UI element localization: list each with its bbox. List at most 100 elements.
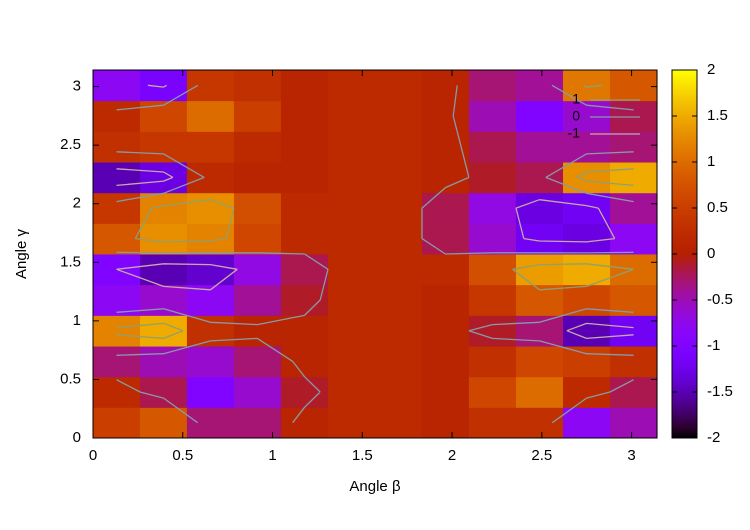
- heatmap-cell: [280, 100, 329, 132]
- heatmap-cell: [468, 100, 517, 132]
- heatmap-cell: [468, 162, 517, 194]
- heatmap-cell: [233, 315, 282, 347]
- heatmap-cell: [233, 284, 282, 316]
- heatmap-cell: [563, 376, 611, 408]
- heatmap-cell: [233, 376, 282, 408]
- heatmap-cell: [563, 162, 611, 194]
- heatmap-cell: [468, 376, 517, 408]
- heatmap-cell: [233, 223, 282, 255]
- heatmap-cell: [186, 162, 235, 194]
- x-tick-label: 2: [448, 447, 456, 464]
- colorbar-tick-label: -2: [707, 429, 720, 446]
- heatmap-cell: [421, 223, 470, 255]
- heatmap-cell: [233, 69, 282, 102]
- heatmap-cell: [328, 407, 376, 439]
- heatmap-cell: [280, 223, 329, 255]
- heatmap-cell: [140, 284, 188, 316]
- heatmap-cell: [93, 192, 141, 224]
- heatmap-cell: [186, 131, 235, 163]
- y-tick-label: 1.5: [60, 253, 81, 270]
- heatmap-cell: [375, 100, 423, 132]
- y-tick-label: 0: [73, 429, 81, 446]
- heatmap-cell: [421, 284, 470, 316]
- heatmap-cell: [468, 253, 517, 286]
- heatmap-cell: [563, 284, 611, 316]
- x-axis-label: Angle β: [349, 478, 401, 495]
- heatmap-cell: [375, 284, 423, 316]
- heatmap-cell: [280, 376, 329, 408]
- heatmap-cell: [280, 407, 329, 439]
- heatmap-cell: [280, 131, 329, 163]
- heatmap-cell: [515, 100, 564, 132]
- heatmap-cell: [375, 162, 423, 194]
- heatmap-cell: [421, 131, 470, 163]
- heatmap-cell: [280, 284, 329, 316]
- heatmap-cell: [468, 131, 517, 163]
- colorbar-tick-label: 0.5: [707, 199, 728, 216]
- heatmap-cell: [280, 69, 329, 102]
- colorbar-tick-label: -1: [707, 337, 720, 354]
- heatmap-cell: [375, 376, 423, 408]
- heatmap-cell: [328, 376, 376, 408]
- heatmap-cell: [140, 69, 188, 102]
- heatmap-cell: [375, 223, 423, 255]
- heatmap-cell: [233, 162, 282, 194]
- legend-label: 0: [572, 108, 580, 124]
- heatmap-cell: [610, 162, 658, 194]
- heatmap-cell: [468, 192, 517, 224]
- heatmap-cell: [610, 69, 658, 102]
- heatmap-cell: [610, 346, 658, 378]
- heatmap-cell: [563, 315, 611, 347]
- heatmap-cell: [515, 131, 564, 163]
- heatmap-cell: [421, 162, 470, 194]
- heatmap-cell: [186, 376, 235, 408]
- heatmap-cell: [328, 192, 376, 224]
- heatmap-cell: [610, 131, 658, 163]
- y-tick-label: 2: [73, 195, 81, 212]
- heatmap-cell: [421, 253, 470, 286]
- heatmap-cell: [140, 253, 188, 286]
- heatmap-cell: [563, 346, 611, 378]
- heatmap-cell: [421, 100, 470, 132]
- colorbar-tick-label: 2: [707, 61, 715, 78]
- x-tick-label: 0: [89, 447, 97, 464]
- heatmap-cell: [280, 192, 329, 224]
- heatmap-cell: [421, 376, 470, 408]
- heatmap-cell: [515, 346, 564, 378]
- heatmap-cell: [375, 69, 423, 102]
- heatmap-cell: [186, 253, 235, 286]
- heatmap-cell: [515, 223, 564, 255]
- heatmap-cell: [140, 162, 188, 194]
- colorbar-tick-label: -1.5: [707, 383, 733, 400]
- contours: [116, 84, 634, 424]
- heatmap-cell: [375, 315, 423, 347]
- heatmap-cell: [93, 131, 141, 163]
- heatmap-cell: [610, 376, 658, 408]
- heatmap-cell: [233, 192, 282, 224]
- heatmap-cell: [421, 192, 470, 224]
- plot-frame: [92, 69, 658, 439]
- heatmap-cell: [563, 192, 611, 224]
- contour-line: [116, 84, 634, 424]
- heatmap-cell: [280, 346, 329, 378]
- heatmap-cell: [186, 100, 235, 132]
- heatmap-cell: [375, 192, 423, 224]
- heatmap-cell: [140, 100, 188, 132]
- heatmap-cell: [468, 407, 517, 439]
- heatmap-cell: [280, 162, 329, 194]
- heatmap-cell: [140, 407, 188, 439]
- heatmap-cell: [468, 346, 517, 378]
- heatmap-cell: [421, 315, 470, 347]
- heatmap-cell: [468, 69, 517, 102]
- heatmap-cell: [515, 253, 564, 286]
- heatmap-cell: [375, 131, 423, 163]
- heatmap-cell: [140, 131, 188, 163]
- colorbar-tick-label: -0.5: [707, 291, 733, 308]
- y-tick-label: 3: [73, 78, 81, 95]
- heatmap-cell: [515, 315, 564, 347]
- heatmap-cell: [563, 131, 611, 163]
- heatmap-cell: [140, 376, 188, 408]
- heatmap-cell: [233, 407, 282, 439]
- heatmap-cell: [515, 162, 564, 194]
